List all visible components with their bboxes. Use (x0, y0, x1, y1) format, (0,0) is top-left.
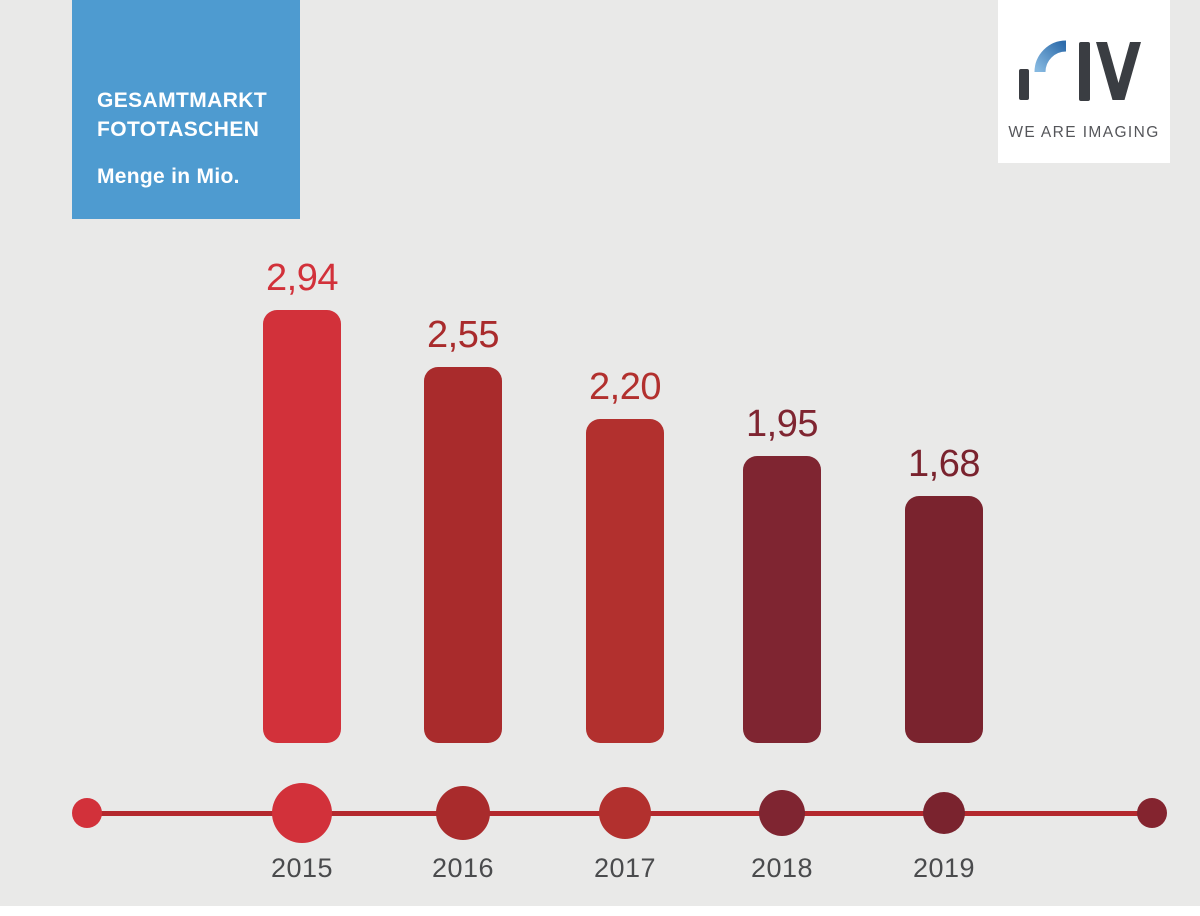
chart-subtitle: Menge in Mio. (97, 165, 240, 188)
chart-title-line1: GESAMTMARKT (97, 89, 268, 112)
year-label-2016: 2016 (431, 853, 495, 883)
bar-value-label-2016: 2,55 (427, 314, 499, 356)
bar-2019 (905, 496, 983, 743)
bar-value-label-2019: 1,68 (908, 443, 980, 485)
bar-2016 (424, 367, 502, 743)
timeline-dot-2019 (923, 792, 965, 834)
chart-title: GESAMTMARKT FOTOTASCHEN (97, 86, 300, 144)
chart-title-box: GESAMTMARKT FOTOTASCHEN Menge in Mio. (72, 0, 300, 219)
piv-tagline: WE ARE IMAGING (1008, 124, 1160, 141)
year-label-2018: 2018 (750, 853, 814, 883)
timeline-end-dot-right (1137, 798, 1167, 828)
year-label-2019: 2019 (912, 853, 976, 883)
bottom-margin (0, 906, 1200, 916)
timeline-end-dot-left (72, 798, 102, 828)
piv-logo-icon (1019, 40, 1141, 101)
year-label-2015: 2015 (270, 853, 334, 883)
year-label-2017: 2017 (593, 853, 657, 883)
timeline-dot-2015 (272, 783, 332, 843)
bar-value-label-2018: 1,95 (746, 403, 818, 445)
bar-2017 (586, 419, 664, 743)
chart-title-line2: FOTOTASCHEN (97, 118, 260, 141)
bar-2015 (263, 310, 341, 743)
bar-2018 (743, 456, 821, 743)
timeline-dot-2016 (436, 786, 490, 840)
timeline-dot-2018 (759, 790, 805, 836)
timeline-dot-2017 (599, 787, 651, 839)
piv-logo-card: WE ARE IMAGING (998, 0, 1170, 163)
bar-value-label-2017: 2,20 (589, 366, 661, 408)
bar-value-label-2015: 2,94 (266, 257, 338, 299)
